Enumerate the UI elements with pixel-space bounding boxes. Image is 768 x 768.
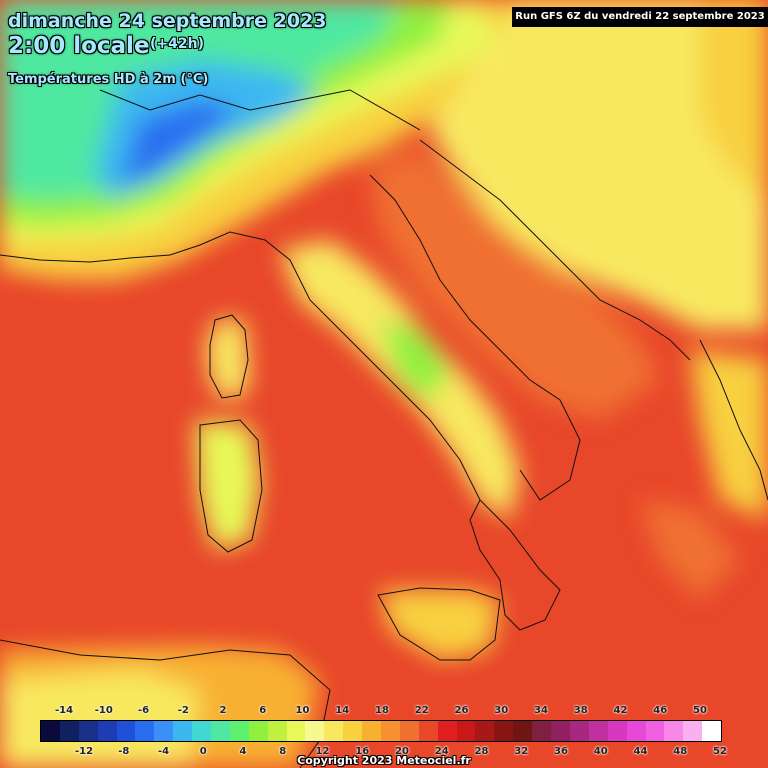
legend-swatch <box>116 721 136 741</box>
legend-swatch <box>664 721 684 741</box>
legend-swatch <box>475 721 495 741</box>
legend-swatch <box>418 721 438 741</box>
legend-swatch <box>211 721 230 741</box>
parameter-title: Températures HD à 2m (°C) <box>8 72 209 87</box>
legend-label-top: 10 <box>295 705 310 716</box>
legend-swatch <box>494 721 514 741</box>
legend-swatch <box>59 721 79 741</box>
legend-swatch <box>229 721 249 741</box>
adriatic-warm-zone <box>370 150 660 420</box>
legend-label-top: 46 <box>653 705 668 716</box>
legend-swatch <box>532 721 552 741</box>
legend-label-bottom: 52 <box>713 746 727 757</box>
color-scale-legend <box>40 720 722 742</box>
legend-swatch <box>513 721 533 741</box>
alps-border <box>99 89 421 131</box>
legend-swatch <box>702 721 722 741</box>
legend-label-top: 26 <box>454 705 469 716</box>
italy-west-coast <box>0 231 561 631</box>
legend-swatch <box>607 721 627 741</box>
legend-label-bottom: 0 <box>199 746 207 757</box>
legend-label-bottom: -4 <box>157 746 170 757</box>
legend-label-top: 38 <box>573 705 588 716</box>
legend-swatch <box>192 721 212 741</box>
ionian-zone <box>640 500 740 600</box>
legend-label-top: 2 <box>219 705 227 716</box>
forecast-date: dimanche 24 septembre 2023 <box>8 10 327 32</box>
forecast-lead-time: (+42h) <box>150 36 204 52</box>
legend-swatch <box>456 721 476 741</box>
alps-coldest-zone <box>120 100 240 185</box>
coastlines <box>0 89 768 768</box>
legend-label-top: -6 <box>137 705 150 716</box>
sardinia-coast <box>199 419 263 553</box>
balkan-coast <box>419 139 691 361</box>
legend-label-bottom: 44 <box>633 746 648 757</box>
legend-label-bottom: 48 <box>673 746 688 757</box>
legend-swatch <box>78 721 98 741</box>
legend-label-top: 30 <box>494 705 509 716</box>
legend-swatch <box>135 721 155 741</box>
legend-label-top: 22 <box>414 705 429 716</box>
legend-label-bottom: 36 <box>554 746 568 757</box>
legend-label-bottom: 12 <box>315 746 330 757</box>
legend-label-top: -10 <box>94 705 113 716</box>
legend-swatch <box>343 721 363 741</box>
corsica-coast <box>209 314 249 399</box>
legend-swatch <box>626 721 646 741</box>
legend-label-top: 14 <box>335 705 350 716</box>
forecast-local-time: 2:00 locale <box>8 33 150 59</box>
legend-label-bottom: 40 <box>593 746 608 757</box>
east-yellow-zone <box>430 0 768 330</box>
legend-label-bottom: -8 <box>118 746 130 757</box>
apennine-cool-zone <box>380 320 450 400</box>
legend-swatch <box>683 721 703 741</box>
greece-zone <box>690 350 768 520</box>
corsica-zone <box>205 320 250 400</box>
legend-swatch <box>381 721 400 741</box>
legend-label-top: 34 <box>534 705 548 716</box>
legend-swatch <box>97 721 117 741</box>
legend-swatch <box>645 721 665 741</box>
legend-swatch <box>267 721 287 741</box>
legend-label-bottom: 28 <box>474 746 489 757</box>
legend-swatch <box>588 721 608 741</box>
greece-coast <box>699 339 768 501</box>
legend-label-bottom: -12 <box>74 746 94 757</box>
legend-label-top: 42 <box>613 705 628 716</box>
legend-label-bottom: 8 <box>279 746 287 757</box>
italy-east-coast <box>369 174 581 501</box>
legend-swatch <box>324 721 344 741</box>
legend-label-bottom: 20 <box>395 746 409 757</box>
legend-label-top: 6 <box>259 705 267 716</box>
sicily-zone <box>380 590 500 660</box>
legend-swatch <box>551 721 570 741</box>
legend-swatch <box>437 721 457 741</box>
legend-label-top: 18 <box>375 705 389 716</box>
legend-swatch <box>154 721 174 741</box>
sardinia-zone <box>195 420 260 550</box>
legend-label-top: 50 <box>693 705 707 716</box>
east-orange-zone <box>700 0 768 200</box>
legend-label-bottom: 32 <box>514 746 529 757</box>
model-run-label: Run GFS 6Z du vendredi 22 septembre 2023 <box>512 7 768 27</box>
algeria-zone <box>0 670 200 768</box>
legend-swatch <box>569 721 589 741</box>
legend-label-bottom: 4 <box>239 746 247 757</box>
sicily-coast <box>377 587 501 661</box>
legend-swatch <box>41 721 60 741</box>
legend-label-bottom: 24 <box>434 746 449 757</box>
legend-label-bottom: 16 <box>355 746 370 757</box>
legend-swatch <box>286 721 306 741</box>
legend-label-top: -14 <box>54 705 74 716</box>
copyright-text: Copyright 2023 Meteociel.fr <box>297 754 471 767</box>
legend-swatch <box>399 721 419 741</box>
legend-swatch <box>248 721 268 741</box>
legend-swatch <box>362 721 382 741</box>
legend-swatch <box>173 721 193 741</box>
legend-label-top: -2 <box>177 705 189 716</box>
legend-swatch <box>305 721 325 741</box>
